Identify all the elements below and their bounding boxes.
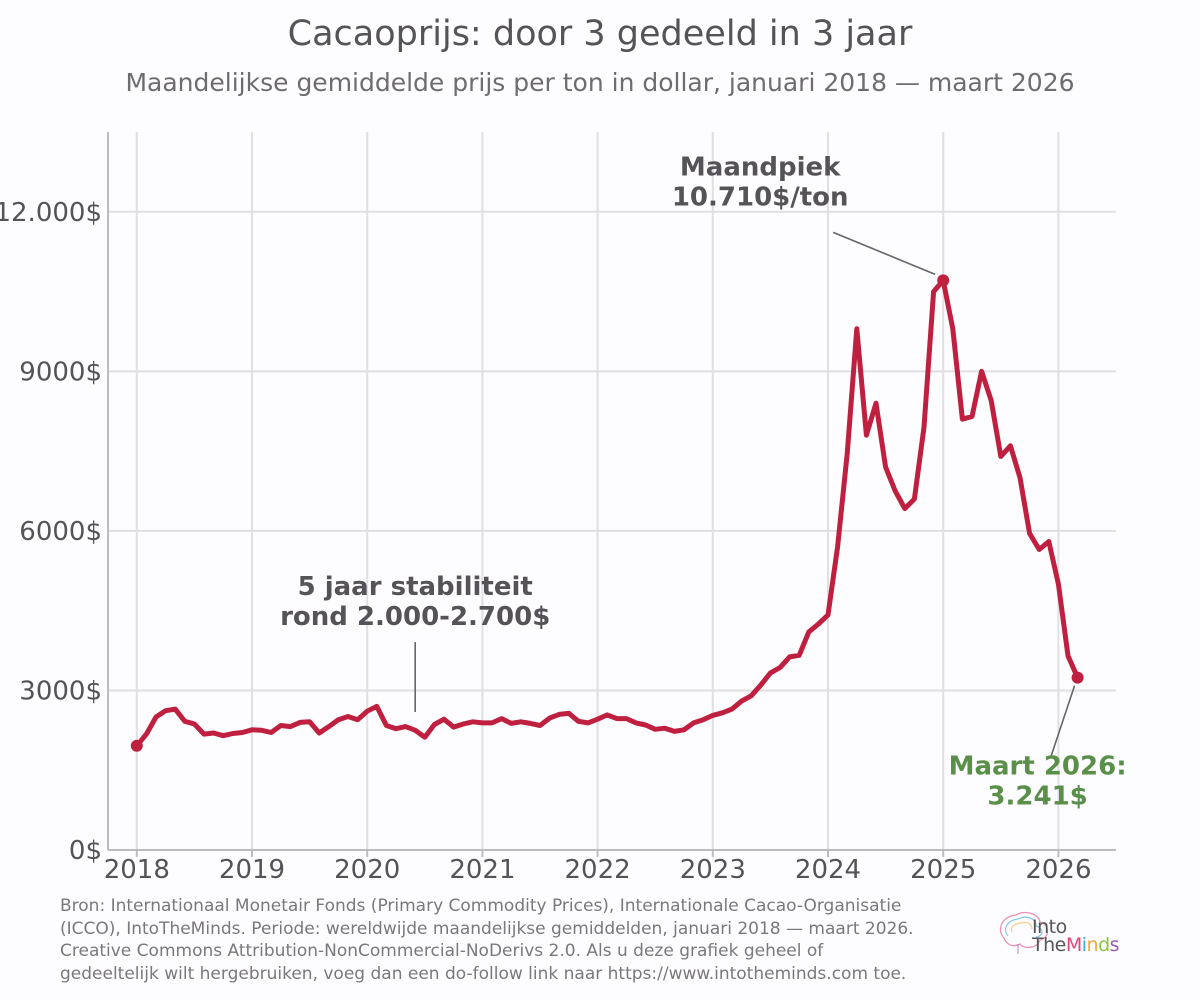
- annotation-label: Maart 2026:: [949, 752, 1127, 782]
- annotation-label: 5 jaar stabiliteit: [298, 572, 533, 602]
- logo-letter: i: [1081, 934, 1087, 956]
- price-line: [134, 277, 1081, 749]
- source-note: Bron: Internationaal Monetair Fonds (Pri…: [60, 895, 980, 985]
- brain-icon: [999, 912, 1049, 954]
- tick-labels: 0$ 3000$ 6000$ 9000$ 12.000$ 2018 2019 2020 2021…: [0, 198, 1091, 885]
- x-tick-label: 2019: [219, 855, 285, 885]
- annotation-label: 3.241$: [987, 782, 1087, 812]
- x-tick-label: 2020: [334, 855, 400, 885]
- x-tick-label: 2018: [104, 855, 170, 885]
- y-tick-label: 3000$: [19, 676, 102, 706]
- x-tick-label: 2021: [449, 855, 515, 885]
- grid-lines: [108, 132, 1116, 850]
- x-tick-label: 2022: [565, 855, 631, 885]
- y-tick-label: 9000$: [19, 357, 102, 387]
- annotation-leader: [1049, 685, 1076, 758]
- logo-letter: M: [1065, 934, 1082, 956]
- source-line: gedeeltelijk wilt hergebruiken, voeg dan…: [60, 963, 907, 984]
- x-tick-label: 2023: [680, 855, 746, 885]
- data-marker: [130, 739, 143, 752]
- axes: [107, 132, 1116, 857]
- y-tick-label: 12.000$: [0, 198, 102, 228]
- annotation-label: 10.710$/ton: [672, 182, 849, 212]
- x-tick-label: 2024: [795, 855, 861, 885]
- logo-letter: d: [1098, 934, 1110, 956]
- logo-into: Into: [1032, 916, 1067, 938]
- y-tick-label: 0$: [69, 836, 102, 866]
- y-tick-label: 6000$: [19, 517, 102, 547]
- logo-minds: Minds: [1065, 934, 1120, 956]
- data-marker: [1071, 671, 1084, 684]
- source-line: (ICCO), IntoTheMinds. Periode: wereldwij…: [60, 918, 914, 939]
- logo-the: The: [1032, 934, 1066, 956]
- source-line: Bron: Internationaal Monetair Fonds (Pri…: [60, 896, 902, 916]
- line-chart: 0$ 3000$ 6000$ 9000$ 12.000$ 2018 2019 2020 2021…: [0, 132, 1127, 885]
- source-line: Creative Commons Attribution-NonCommerci…: [60, 941, 824, 961]
- chart-title: Cacaoprijs: door 3 gedeeld in 3 jaar: [287, 14, 913, 54]
- logo-the-minds: TheMinds: [1032, 934, 1120, 956]
- x-tick-label: 2025: [910, 855, 976, 885]
- annotation-leader: [832, 231, 936, 276]
- series-layer: [130, 274, 1084, 752]
- data-marker: [937, 274, 950, 287]
- logo-letter: s: [1109, 934, 1120, 956]
- logo-letter: n: [1086, 934, 1099, 956]
- annotation-label: rond 2.000-2.700$: [280, 602, 550, 632]
- chart-subtitle: Maandelijkse gemiddelde prijs per ton in…: [125, 68, 1075, 97]
- x-tick-label: 2026: [1025, 855, 1091, 885]
- intotheminds-logo: Into TheMinds: [990, 902, 1140, 972]
- annotation-label: Maandpiek: [680, 152, 841, 182]
